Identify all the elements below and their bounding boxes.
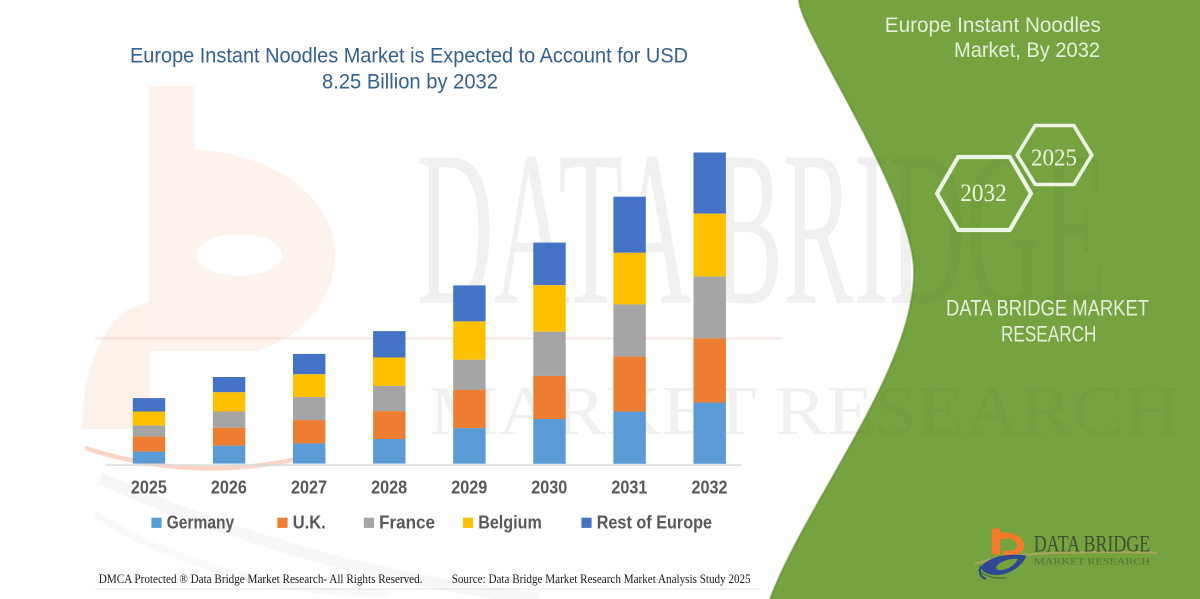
svg-text:2030: 2030 xyxy=(531,477,567,498)
svg-text:2032: 2032 xyxy=(960,178,1007,207)
svg-text:France: France xyxy=(379,512,435,532)
svg-text:8.25 Billion by 2032: 8.25 Billion by 2032 xyxy=(322,71,498,94)
svg-text:2025: 2025 xyxy=(1031,145,1077,172)
svg-text:Rest of Europe: Rest of Europe xyxy=(597,512,712,532)
svg-text:RESEARCH: RESEARCH xyxy=(1001,322,1097,347)
svg-text:Europe Instant Noodles: Europe Instant Noodles xyxy=(885,13,1101,37)
svg-text:Market, By 2032: Market, By 2032 xyxy=(954,38,1100,62)
svg-text:DATA BRIDGE: DATA BRIDGE xyxy=(1034,531,1151,556)
svg-text:U.K.: U.K. xyxy=(293,512,326,532)
svg-text:2026: 2026 xyxy=(211,477,247,498)
svg-text:2029: 2029 xyxy=(451,477,487,498)
svg-text:Source: Data Bridge Market Res: Source: Data Bridge Market Research Mark… xyxy=(452,571,751,586)
svg-text:MARKET RESEARCH: MARKET RESEARCH xyxy=(1034,558,1150,568)
svg-text:2028: 2028 xyxy=(371,477,407,498)
svg-text:2027: 2027 xyxy=(291,477,327,498)
svg-text:DATA BRIDGE MARKET: DATA BRIDGE MARKET xyxy=(946,296,1149,321)
svg-text:Germany: Germany xyxy=(167,512,235,532)
svg-text:2032: 2032 xyxy=(692,477,728,498)
svg-text:DMCA Protected ® Data Bridge M: DMCA Protected ® Data Bridge Market Rese… xyxy=(99,571,423,586)
svg-text:2025: 2025 xyxy=(131,477,167,498)
svg-text:Europe Instant Noodles Market: Europe Instant Noodles Market is Expecte… xyxy=(130,45,688,68)
svg-text:2031: 2031 xyxy=(611,477,647,498)
svg-text:Belgium: Belgium xyxy=(478,512,542,532)
